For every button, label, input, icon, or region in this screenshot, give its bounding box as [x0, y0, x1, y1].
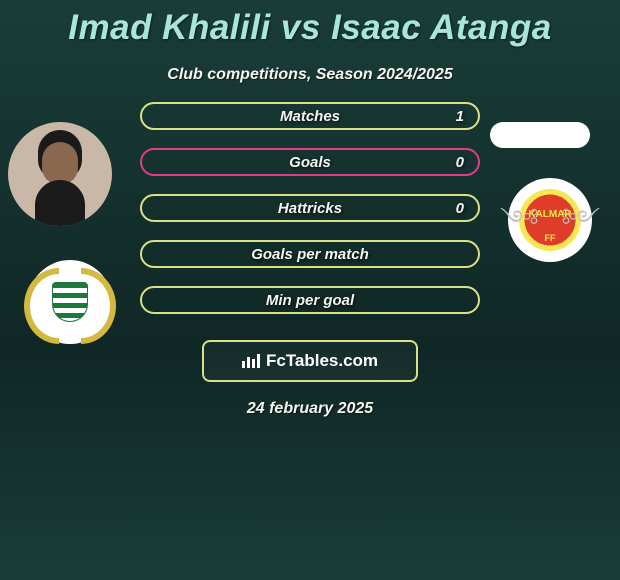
- fctables-badge[interactable]: FcTables.com: [202, 340, 418, 382]
- stat-label-min-per-goal: Min per goal: [266, 292, 354, 309]
- stat-row-goals-per-match: Goals per match: [140, 240, 480, 268]
- page-title: Imad Khalili vs Isaac Atanga: [0, 0, 620, 48]
- player-avatar-left: [8, 122, 112, 226]
- stat-label-goals: Goals: [289, 154, 331, 171]
- date-label: 24 february 2025: [0, 400, 620, 418]
- stat-row-hattricks: Hattricks 0: [140, 194, 480, 222]
- subtitle: Club competitions, Season 2024/2025: [0, 66, 620, 84]
- player-avatar-right: [490, 122, 590, 148]
- stat-label-matches: Matches: [280, 108, 340, 125]
- club-badge-right: ༺༻ KALMAR FF: [508, 178, 592, 262]
- stat-label-hattricks: Hattricks: [278, 200, 342, 217]
- stat-row-goals: Goals 0: [140, 148, 480, 176]
- club-badge-right-label: KALMAR: [528, 209, 571, 220]
- stat-value-right-goals: 0: [456, 154, 464, 171]
- stat-label-goals-per-match: Goals per match: [251, 246, 369, 263]
- chart-icon: [242, 354, 260, 368]
- fctables-label: FcTables.com: [266, 351, 378, 371]
- stat-row-matches: Matches 1: [140, 102, 480, 130]
- stat-value-right-hattricks: 0: [456, 200, 464, 217]
- club-badge-right-inner: ༺༻ KALMAR FF: [519, 189, 581, 251]
- club-badge-left: [28, 260, 112, 344]
- wings-icon: ༺༻: [500, 193, 600, 260]
- laurel-icon: [34, 266, 106, 338]
- stat-value-right-matches: 1: [456, 108, 464, 125]
- shield-icon: [52, 282, 88, 322]
- club-badge-right-sublabel: FF: [545, 233, 556, 243]
- stat-row-min-per-goal: Min per goal: [140, 286, 480, 314]
